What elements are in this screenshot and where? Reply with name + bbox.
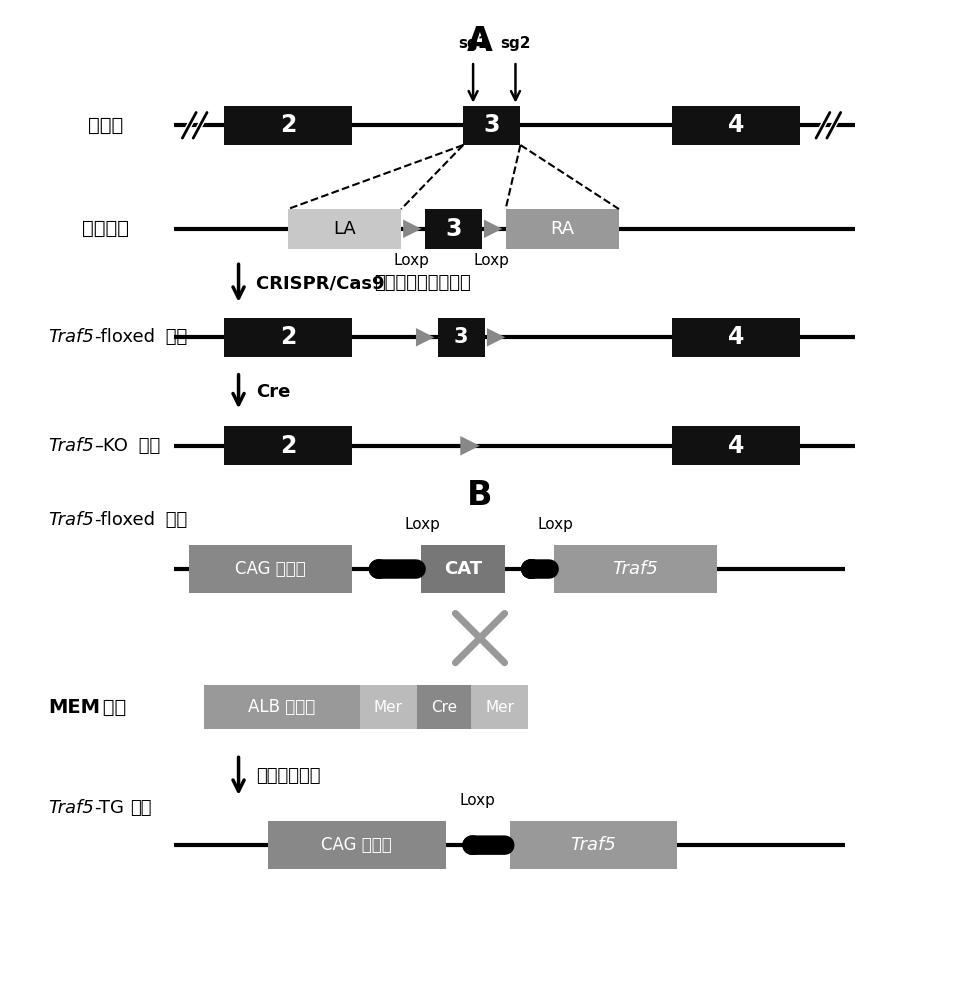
Polygon shape: [487, 328, 505, 347]
Text: 4: 4: [728, 113, 744, 137]
Text: 小鼠: 小鼠: [159, 328, 187, 346]
Text: 他莫昔芬诱导: 他莫昔芬诱导: [256, 767, 321, 785]
Text: -TG: -TG: [94, 799, 124, 817]
Text: Loxp: Loxp: [460, 793, 495, 808]
Bar: [464, 106, 520, 145]
Bar: [360, 685, 417, 729]
Text: Mer: Mer: [373, 700, 403, 715]
Text: 4: 4: [728, 325, 744, 349]
Text: -floxed: -floxed: [94, 328, 155, 346]
Bar: [224, 318, 352, 357]
Polygon shape: [460, 436, 480, 456]
Text: Traf5: Traf5: [48, 328, 94, 346]
Text: 2: 2: [279, 434, 296, 458]
Text: CAG 启动子: CAG 启动子: [322, 836, 393, 854]
Bar: [672, 426, 801, 465]
Text: MEM: MEM: [48, 698, 101, 717]
Text: Traf5: Traf5: [48, 511, 94, 529]
Bar: [471, 685, 528, 729]
Text: Mer: Mer: [485, 700, 515, 715]
Text: 2: 2: [279, 113, 296, 137]
Text: Traf5: Traf5: [570, 836, 616, 854]
Bar: [204, 685, 360, 729]
Bar: [288, 209, 401, 249]
Text: Cre: Cre: [256, 383, 291, 401]
Text: 3: 3: [445, 217, 462, 241]
Bar: [417, 685, 471, 729]
Text: sg2: sg2: [500, 36, 531, 51]
Bar: [224, 426, 352, 465]
Bar: [510, 821, 677, 869]
Bar: [189, 545, 352, 593]
Text: 小鼠: 小鼠: [96, 698, 126, 717]
Text: CRISPR/Cas9: CRISPR/Cas9: [256, 274, 391, 292]
Bar: [224, 106, 352, 145]
Bar: [554, 545, 716, 593]
Text: -floxed: -floxed: [94, 511, 155, 529]
Text: LA: LA: [333, 220, 356, 238]
Text: CAG 启动子: CAG 启动子: [235, 560, 306, 578]
Bar: [438, 318, 485, 357]
Bar: [672, 106, 801, 145]
Polygon shape: [484, 220, 502, 238]
Text: 供体载体: 供体载体: [82, 219, 129, 238]
Text: RA: RA: [550, 220, 574, 238]
Text: Loxp: Loxp: [393, 253, 429, 268]
Bar: [268, 821, 445, 869]
Polygon shape: [403, 220, 421, 238]
Text: 介导的同源重组修复: 介导的同源重组修复: [374, 274, 471, 292]
Text: B: B: [468, 479, 492, 512]
Text: 野生型: 野生型: [88, 116, 123, 135]
Text: Traf5: Traf5: [48, 437, 94, 455]
Text: 小鼠: 小鼠: [131, 799, 152, 817]
Bar: [420, 545, 505, 593]
Text: Traf5: Traf5: [612, 560, 659, 578]
Text: –KO: –KO: [94, 437, 128, 455]
Text: 4: 4: [728, 434, 744, 458]
Bar: [425, 209, 482, 249]
Text: CAT: CAT: [444, 560, 482, 578]
Text: Traf5: Traf5: [48, 799, 94, 817]
Text: Loxp: Loxp: [405, 517, 441, 532]
Text: Loxp: Loxp: [474, 253, 510, 268]
Bar: [672, 318, 801, 357]
Text: A: A: [468, 25, 492, 58]
Polygon shape: [416, 328, 434, 347]
Text: sg1: sg1: [458, 36, 489, 51]
Text: ALB 启动子: ALB 启动子: [249, 698, 316, 716]
Text: Loxp: Loxp: [538, 517, 574, 532]
Text: 3: 3: [454, 327, 468, 347]
Text: 小鼠: 小鼠: [133, 437, 160, 455]
Text: 2: 2: [279, 325, 296, 349]
Bar: [506, 209, 619, 249]
Text: 小鼠: 小鼠: [159, 511, 187, 529]
Text: 3: 3: [484, 113, 500, 137]
Text: Cre: Cre: [431, 700, 457, 715]
